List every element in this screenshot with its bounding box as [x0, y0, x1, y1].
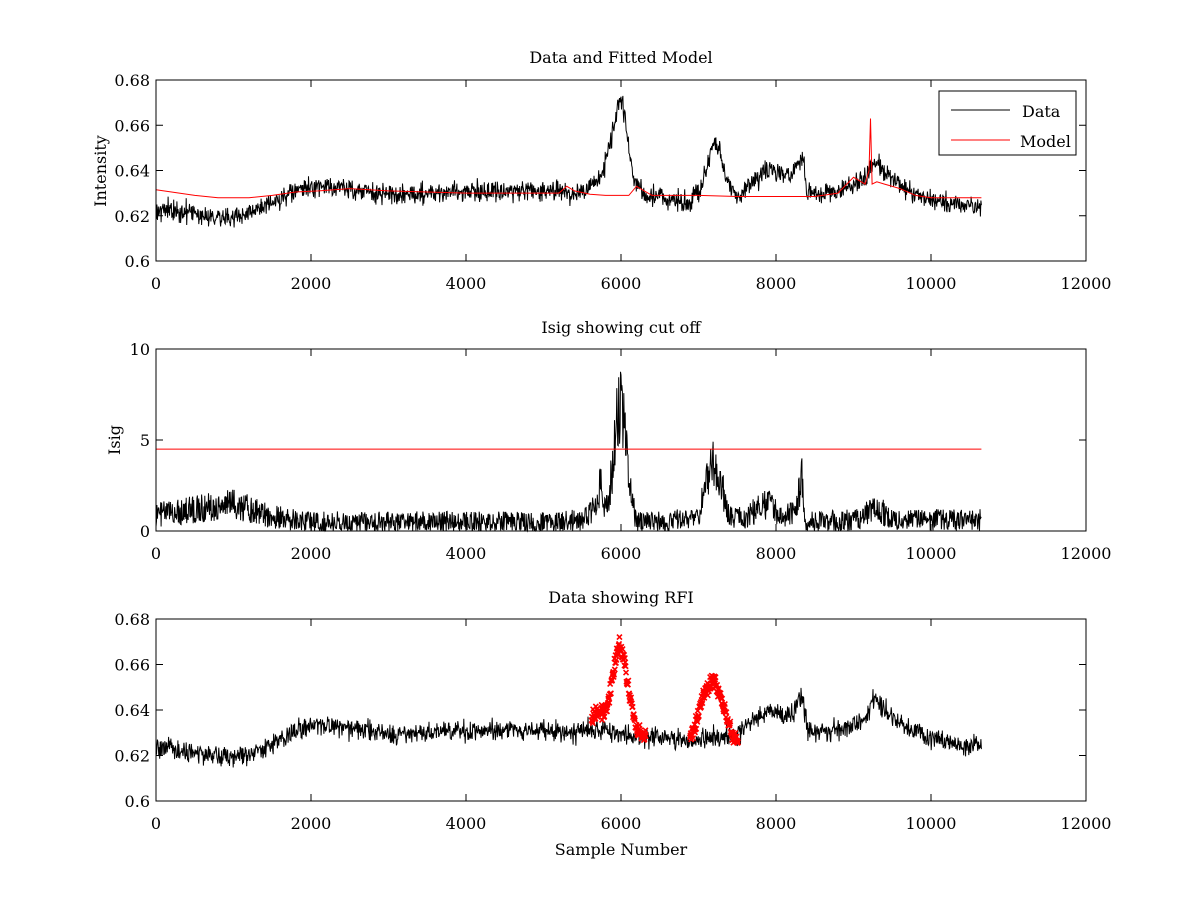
rfi-marker	[699, 700, 706, 707]
x-tick-label: 10000	[906, 544, 957, 563]
legend: Data Model	[938, 90, 1077, 156]
x-tick-label: 4000	[446, 274, 487, 293]
rfi-marker	[690, 735, 697, 742]
rfi-marker	[603, 708, 611, 715]
x-tick-label: 8000	[756, 274, 797, 293]
y-tick-label: 0.62	[114, 207, 150, 226]
rfi-marker	[727, 718, 734, 725]
panel-isig: Isig showing cut off Isig 0 2000 4000 6000 8…	[105, 318, 1111, 563]
panel-2-y-axis-label: Isig	[105, 425, 124, 455]
series-noisy-line	[155, 371, 982, 533]
panel-data-and-model: Data and Fitted Model Intensity 0 2000 400…	[91, 48, 1111, 293]
x-tick-label: 4000	[446, 814, 487, 833]
panel-2-title: Isig showing cut off	[541, 318, 702, 337]
x-tick-label: 10000	[906, 814, 957, 833]
x-tick-label: 2000	[291, 544, 332, 563]
panel-1-axes-box	[155, 79, 1087, 262]
rfi-marker	[698, 703, 705, 711]
rfi-marker	[712, 674, 719, 681]
rfi-marker	[629, 703, 636, 710]
y-tick-label: 5	[140, 431, 150, 450]
rfi-marker	[614, 651, 621, 659]
x-tick-label: 12000	[1061, 274, 1112, 293]
rfi-marker	[719, 695, 726, 702]
series-line	[155, 118, 982, 199]
x-tick-label: 6000	[601, 274, 642, 293]
y-tick-label: 0.6	[125, 792, 150, 811]
rfi-marker	[628, 694, 635, 701]
y-tick-label: 0.64	[114, 701, 150, 720]
y-tick-label: 10	[130, 340, 150, 359]
panel-1-title: Data and Fitted Model	[529, 48, 712, 67]
rfi-marker	[625, 677, 632, 684]
rfi-marker	[636, 721, 643, 729]
x-tick-label: 0	[151, 544, 161, 563]
y-tick-label: 0.66	[114, 656, 150, 675]
panel-2-ticks: 0 2000 4000 6000 8000 10000 12000 0 5 10	[130, 340, 1112, 563]
panel-3-x-axis-label: Sample Number	[555, 840, 688, 859]
rfi-marker	[695, 713, 702, 720]
x-tick-label: 4000	[446, 544, 487, 563]
rfi-marker	[622, 663, 629, 670]
series-noisy-line	[155, 95, 982, 228]
rfi-marker	[734, 737, 741, 745]
x-tick-label: 10000	[906, 274, 957, 293]
x-tick-label: 12000	[1061, 814, 1112, 833]
rfi-marker	[610, 671, 618, 678]
rfi-marker	[619, 646, 626, 653]
rfi-marker	[693, 725, 700, 732]
panel-3-axes-box	[155, 618, 1087, 802]
rfi-marker	[622, 669, 630, 676]
x-tick-label: 12000	[1061, 544, 1112, 563]
panel-1-ticks: 0 2000 4000 6000 8000 10000 12000 0.6 0.62 0.64 0.…	[114, 71, 1111, 293]
rfi-marker	[616, 633, 623, 641]
panel-2-axes-box	[155, 348, 1087, 532]
rfi-marker	[734, 739, 742, 746]
rfi-marker	[721, 701, 728, 708]
y-tick-label: 0.68	[114, 610, 150, 629]
rfi-marker	[609, 677, 616, 684]
rfi-marker	[704, 692, 711, 699]
panel-3-ticks: 0 2000 4000 6000 8000 10000 12000 0.6 0.62 0.64 0.…	[114, 610, 1111, 833]
panel-2-plot-area	[155, 371, 982, 533]
legend-box	[938, 90, 1077, 156]
rfi-marker	[611, 666, 618, 673]
legend-data-label: Data	[1022, 102, 1061, 121]
x-tick-label: 6000	[601, 814, 642, 833]
legend-model-label: Model	[1020, 132, 1071, 151]
rfi-marker	[589, 720, 596, 727]
rfi-marker	[714, 681, 721, 688]
x-tick-label: 0	[151, 814, 161, 833]
series-noisy-line	[155, 687, 982, 768]
rfi-marker	[607, 690, 614, 697]
x-tick-label: 0	[151, 274, 161, 293]
y-tick-label: 0.66	[114, 116, 150, 135]
x-tick-label: 2000	[291, 274, 332, 293]
panel-3-plot-area	[155, 633, 982, 768]
x-tick-label: 8000	[756, 544, 797, 563]
y-tick-label: 0.68	[114, 71, 150, 90]
rfi-marker	[723, 709, 730, 716]
rfi-marker	[642, 733, 649, 740]
panel-1-y-axis-label: Intensity	[91, 135, 110, 207]
rfi-marker	[613, 656, 620, 663]
x-tick-label: 2000	[291, 814, 332, 833]
panel-rfi: Data showing RFI 0 2000 4000 6000 8000 10000 1…	[114, 588, 1111, 859]
rfi-marker	[601, 713, 608, 720]
y-tick-label: 0.62	[114, 747, 150, 766]
rfi-marker	[631, 717, 639, 724]
y-tick-label: 0	[140, 522, 150, 541]
y-tick-label: 0.64	[114, 162, 150, 181]
rfi-marker	[642, 727, 649, 734]
rfi-marker	[606, 699, 613, 706]
y-tick-label: 0.6	[125, 252, 150, 271]
panel-3-title: Data showing RFI	[548, 588, 693, 607]
rfi-marker	[694, 718, 701, 725]
panel-1-plot-area	[155, 95, 982, 228]
x-tick-label: 6000	[601, 544, 642, 563]
x-tick-label: 8000	[756, 814, 797, 833]
